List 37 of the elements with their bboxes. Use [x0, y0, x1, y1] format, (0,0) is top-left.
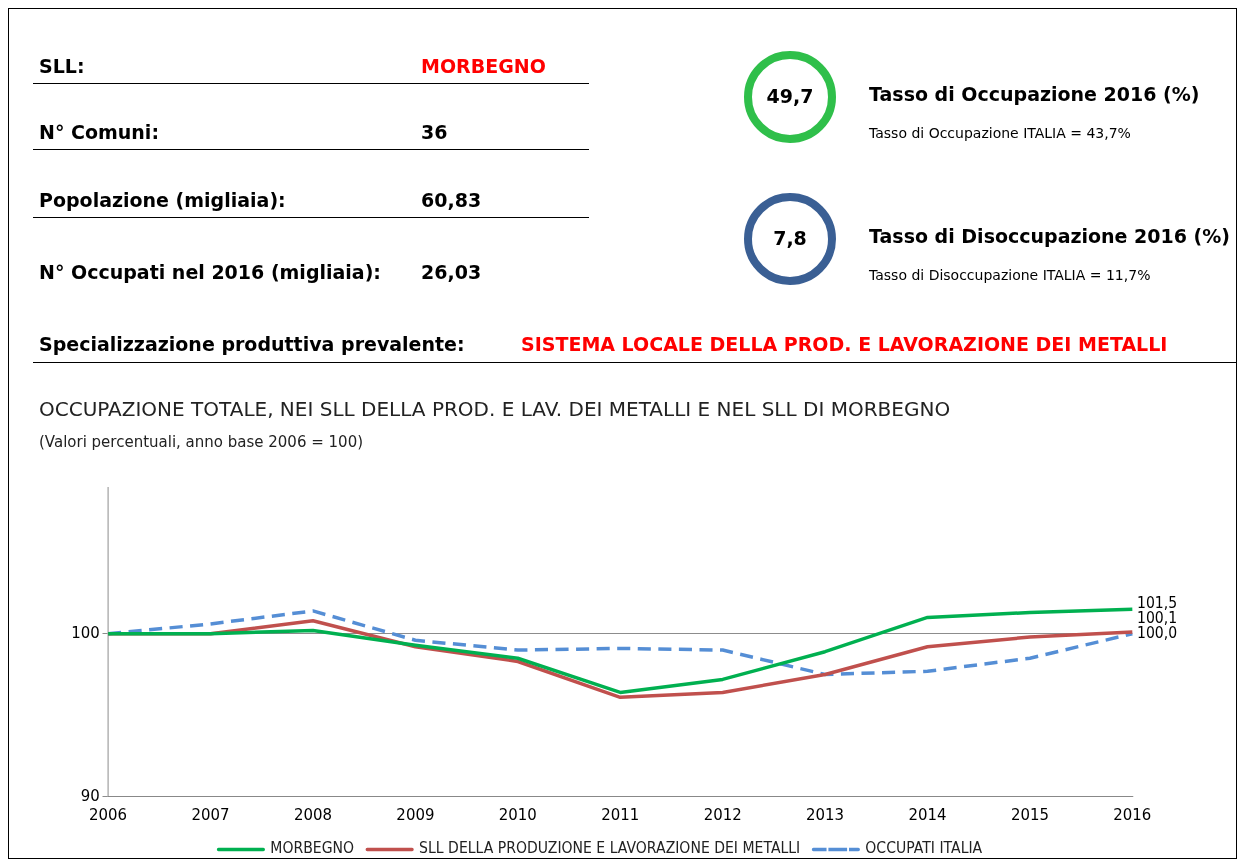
text: Popolazione (migliaia): — [39, 189, 286, 211]
text: 36 — [421, 121, 448, 143]
text: 60,83 — [421, 189, 482, 211]
text: SISTEMA LOCALE DELLA PROD. E LAVORAZIONE DEI METALLI — [521, 333, 1168, 355]
text: Tasso di Occupazione ITALIA = 43,7% — [869, 125, 1131, 141]
x-tick-label: 2011 — [601, 805, 640, 824]
y-tick-label: 90 — [80, 786, 100, 806]
text: Tasso di Disoccupazione 2016 (%) — [869, 225, 1231, 247]
text: Specializzazione produttiva prevalente: — [39, 333, 465, 355]
text: SLL: — [39, 55, 85, 77]
text: 7,8 — [772, 227, 808, 249]
legend-label: SLL DELLA PRODUZIONE E LAVORAZIONE DEI METALLI — [419, 839, 801, 857]
x-tick-label: 2013 — [806, 805, 845, 824]
legend-label: OCCUPATI ITALIA — [865, 839, 983, 857]
x-tick-label: 2010 — [498, 805, 537, 824]
x-tick-label: 2012 — [703, 805, 742, 824]
x-tick-label: 2016 — [1113, 805, 1152, 824]
text: 49,7 — [765, 85, 815, 107]
x-tick-label: 2015 — [1010, 805, 1049, 824]
text: N° Occupati nel 2016 (migliaia): — [39, 261, 381, 283]
x-tick-label: 2008 — [293, 805, 332, 824]
text: 26,03 — [421, 261, 482, 283]
text: Tasso di Occupazione 2016 (%) — [869, 83, 1200, 105]
text: Tasso di Disoccupazione ITALIA = 11,7% — [869, 267, 1151, 283]
data-label: 101,5 — [1137, 594, 1178, 611]
x-tick-label: 2007 — [191, 805, 230, 824]
data-label: 100,1 — [1137, 609, 1178, 626]
data-label: 100,0 — [1137, 624, 1178, 641]
chart-subtitle: (Valori percentuali, anno base 2006 = 100) — [39, 433, 364, 451]
x-tick-label: 2006 — [89, 805, 128, 824]
chart-title: OCCUPAZIONE TOTALE, NEI SLL DELLA PROD. E LAV. DEI METALLI E NEL SLL DI MORBEGNO — [39, 397, 951, 421]
legend-label: MORBEGNO — [270, 839, 355, 857]
y-tick-label: 100 — [71, 623, 100, 643]
x-tick-label: 2014 — [908, 805, 947, 824]
text: MORBEGNO — [421, 55, 546, 77]
text: N° Comuni: — [39, 121, 159, 143]
x-tick-label: 2009 — [396, 805, 435, 824]
